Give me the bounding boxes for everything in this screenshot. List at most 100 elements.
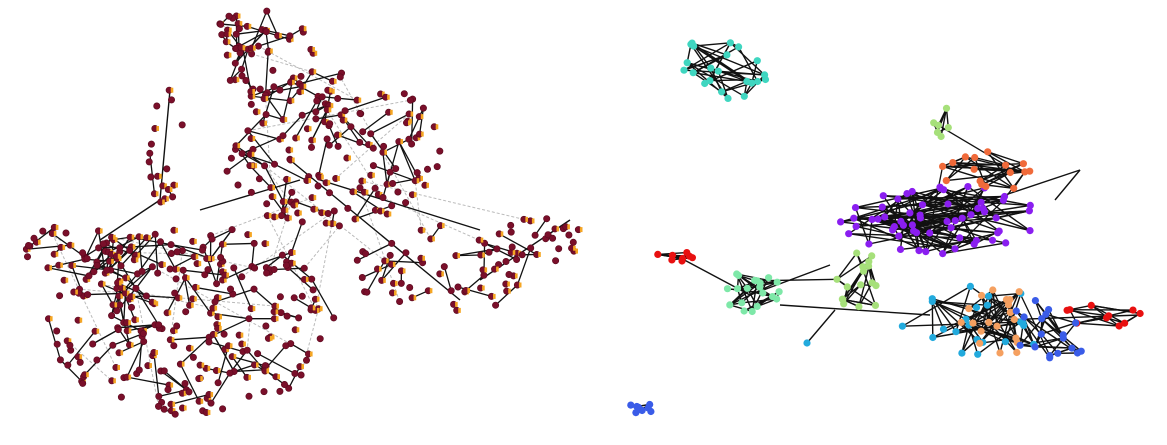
graph-node [494,246,500,252]
node-marker [292,80,295,85]
node-marker [208,410,211,415]
node-marker [211,392,214,397]
graph-node [984,302,991,309]
graph-node [295,315,301,321]
node-marker [172,337,175,342]
graph-node [1026,227,1033,234]
graph-node [1031,343,1038,350]
graph-node [680,67,687,74]
graph-node [164,166,170,172]
edge [171,395,209,405]
node-marker [513,250,516,255]
node-marker [315,207,318,212]
node-marker [334,79,337,84]
node-marker [390,110,393,115]
node-marker [249,232,252,237]
graph-node [1027,202,1034,209]
graph-node [1016,288,1023,295]
node-marker [237,77,240,82]
graph-node [973,304,980,311]
graph-node [707,65,714,72]
node-marker [515,273,518,278]
node-marker [345,118,348,123]
graph-node [128,304,134,310]
graph-node [762,76,769,83]
graph-node [110,342,116,348]
node-marker [97,329,100,334]
node-marker [301,364,304,369]
graph-node [94,262,100,268]
graph-node [251,286,257,292]
graph-node [414,169,420,175]
graph-node [549,235,555,241]
node-marker [580,227,583,232]
graph-node [228,155,234,161]
node-marker [113,235,116,240]
graph-node [852,204,859,211]
graph-node [279,252,285,258]
node-marker [255,163,258,168]
node-marker [131,342,134,347]
graph-node [387,252,393,258]
graph-node [754,57,761,64]
graph-node [857,281,864,288]
node-marker [177,267,180,272]
node-marker [266,96,269,101]
graph-node [727,39,734,46]
graph-node [117,302,123,308]
graph-node [313,116,319,122]
graph-node [24,254,30,260]
graph-node [238,66,244,72]
node-marker [519,283,522,288]
graph-node [256,176,262,182]
graph-node [270,67,276,73]
node-marker [154,300,157,305]
graph-node [448,288,454,294]
graph-node [765,274,772,281]
graph-node [208,400,214,406]
node-marker [372,173,375,178]
node-marker [219,295,222,300]
graph-node [833,276,840,283]
community-graph-panel [600,0,1167,445]
graph-node [310,287,316,293]
graph-node [278,309,284,315]
graph-node [224,168,230,174]
node-marker [149,363,152,368]
node-marker [312,47,315,52]
graph-node [25,242,31,248]
node-marker [285,199,288,204]
graph-node [1017,342,1024,349]
graph-node [996,349,1003,356]
graph-node [284,313,290,319]
graph-node [380,143,386,149]
graph-node [948,224,955,231]
node-marker [496,267,499,272]
graph-node [283,343,289,349]
node-marker [421,114,424,119]
node-marker [308,178,311,183]
graph-node [408,141,414,147]
graph-node [229,226,235,232]
edge [124,293,126,322]
graph-node [108,312,114,318]
node-marker [117,365,120,370]
graph-node [359,274,365,280]
node-marker [229,32,232,37]
node-marker [285,117,288,122]
graph-node [226,13,232,19]
node-marker [507,282,510,287]
node-marker [357,217,360,222]
graph-node [971,241,978,248]
node-marker [267,369,270,374]
node-marker [482,286,485,291]
graph-node [879,204,886,211]
node-marker [532,218,535,223]
graph-node [94,357,100,363]
node-marker [72,243,75,248]
graph-node [977,177,984,184]
graph-node [513,256,519,262]
graph-node [395,189,401,195]
node-marker [156,126,159,131]
dashed-edge [415,181,421,231]
